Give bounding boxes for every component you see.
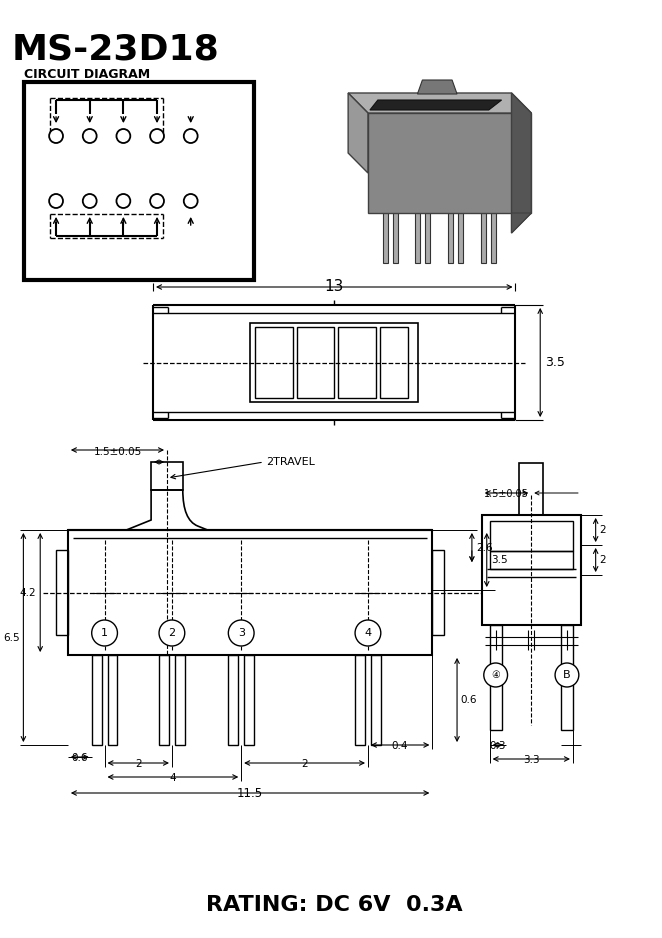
Bar — [380, 327, 408, 398]
Circle shape — [83, 129, 97, 143]
Circle shape — [150, 194, 164, 208]
Bar — [338, 327, 376, 398]
Bar — [490, 625, 502, 730]
Bar — [228, 655, 238, 745]
Bar — [448, 208, 453, 263]
Circle shape — [184, 194, 198, 208]
Circle shape — [150, 129, 164, 143]
Polygon shape — [348, 93, 532, 113]
Polygon shape — [418, 80, 457, 94]
Bar — [426, 208, 430, 263]
Text: 1.5±0.05: 1.5±0.05 — [484, 489, 529, 499]
Circle shape — [484, 663, 508, 687]
Text: 0.6: 0.6 — [460, 695, 477, 705]
Bar — [151, 462, 183, 490]
Circle shape — [83, 194, 97, 208]
Text: 13: 13 — [324, 279, 344, 294]
Bar — [355, 655, 365, 745]
Circle shape — [92, 620, 117, 646]
Bar — [56, 550, 68, 635]
Text: 2: 2 — [135, 759, 142, 769]
Bar — [107, 655, 117, 745]
Text: 4.2: 4.2 — [20, 587, 36, 598]
Circle shape — [49, 194, 63, 208]
Polygon shape — [512, 213, 532, 233]
Polygon shape — [368, 113, 532, 213]
Circle shape — [49, 129, 63, 143]
Text: 3.5: 3.5 — [491, 555, 507, 565]
Bar — [458, 208, 463, 263]
Bar — [159, 655, 169, 745]
Bar — [383, 208, 388, 263]
Bar — [255, 327, 293, 398]
Text: 2: 2 — [301, 759, 308, 769]
Bar — [491, 208, 496, 263]
Circle shape — [228, 620, 254, 646]
Bar — [481, 208, 486, 263]
Bar — [482, 515, 581, 625]
Text: 4: 4 — [169, 773, 176, 783]
Text: 2: 2 — [600, 525, 606, 535]
Text: 2TRAVEL: 2TRAVEL — [266, 457, 315, 467]
Bar — [432, 550, 444, 635]
Bar — [68, 530, 432, 655]
Text: MS-23D18: MS-23D18 — [11, 32, 219, 66]
Text: 0.4: 0.4 — [392, 741, 408, 751]
Text: 11.5: 11.5 — [237, 787, 263, 800]
Text: 1: 1 — [101, 628, 108, 638]
Circle shape — [355, 620, 381, 646]
Polygon shape — [370, 100, 502, 110]
Bar — [561, 625, 573, 730]
Bar — [490, 551, 573, 569]
Text: 0.6: 0.6 — [71, 753, 88, 763]
Text: 2.6: 2.6 — [476, 542, 493, 552]
Text: 4: 4 — [364, 628, 371, 638]
Bar — [371, 655, 381, 745]
Circle shape — [184, 129, 198, 143]
Text: 3.5: 3.5 — [545, 356, 565, 369]
Bar — [92, 655, 101, 745]
Text: B: B — [563, 670, 571, 680]
Bar — [24, 82, 254, 280]
Bar — [416, 208, 420, 263]
Text: CIRCUIT DIAGRAM: CIRCUIT DIAGRAM — [24, 68, 150, 81]
Text: 0.3: 0.3 — [489, 741, 506, 751]
Text: 3: 3 — [238, 628, 245, 638]
Text: 6.5: 6.5 — [3, 632, 19, 643]
Text: ④: ④ — [491, 670, 500, 680]
Circle shape — [555, 663, 579, 687]
Bar — [175, 655, 185, 745]
Circle shape — [117, 194, 130, 208]
Text: RATING: DC 6V  0.3A: RATING: DC 6V 0.3A — [206, 895, 463, 915]
Text: 2: 2 — [168, 628, 175, 638]
Polygon shape — [512, 93, 532, 233]
Text: 3.3: 3.3 — [523, 755, 540, 765]
Text: 1.5±0.05: 1.5±0.05 — [93, 447, 142, 457]
Polygon shape — [348, 93, 368, 173]
Circle shape — [117, 129, 130, 143]
Bar — [244, 655, 254, 745]
Bar — [520, 463, 544, 515]
Text: 2: 2 — [600, 555, 606, 565]
Circle shape — [159, 620, 185, 646]
Bar — [250, 323, 418, 402]
Bar — [393, 208, 398, 263]
Bar — [297, 327, 334, 398]
Bar — [490, 521, 573, 551]
